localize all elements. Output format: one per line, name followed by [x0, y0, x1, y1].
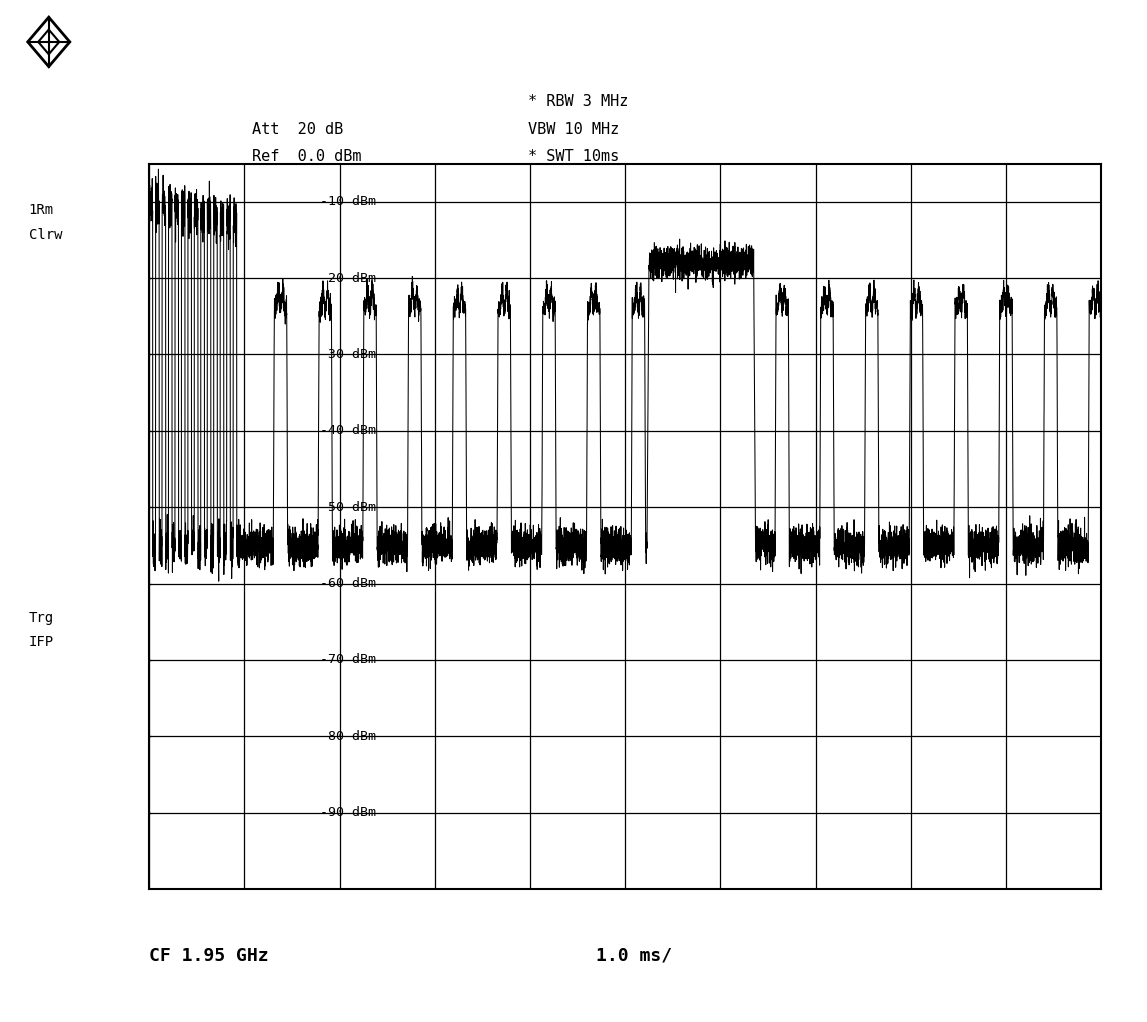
Text: * RBW 3 MHz: * RBW 3 MHz [528, 94, 629, 109]
Text: -20 dBm: -20 dBm [320, 272, 376, 284]
Text: -60 dBm: -60 dBm [320, 577, 376, 590]
Text: 1.0 ms/: 1.0 ms/ [596, 946, 672, 965]
Text: -80 dBm: -80 dBm [320, 730, 376, 743]
Text: * SWT 10ms: * SWT 10ms [528, 148, 619, 164]
Text: CF 1.95 GHz: CF 1.95 GHz [149, 946, 268, 965]
Text: -10 dBm: -10 dBm [320, 195, 376, 208]
Text: Ref  0.0 dBm: Ref 0.0 dBm [252, 148, 361, 164]
Text: Clrw: Clrw [29, 228, 62, 242]
Text: VBW 10 MHz: VBW 10 MHz [528, 122, 619, 137]
Text: 1Rm: 1Rm [29, 202, 54, 217]
Text: -30 dBm: -30 dBm [320, 347, 376, 361]
Text: -70 dBm: -70 dBm [320, 653, 376, 666]
Text: Trg: Trg [29, 611, 54, 625]
Text: Att  20 dB: Att 20 dB [252, 122, 344, 137]
Text: -40 dBm: -40 dBm [320, 424, 376, 437]
Text: -90 dBm: -90 dBm [320, 806, 376, 820]
Text: IFP: IFP [29, 635, 54, 649]
Text: -50 dBm: -50 dBm [320, 501, 376, 514]
